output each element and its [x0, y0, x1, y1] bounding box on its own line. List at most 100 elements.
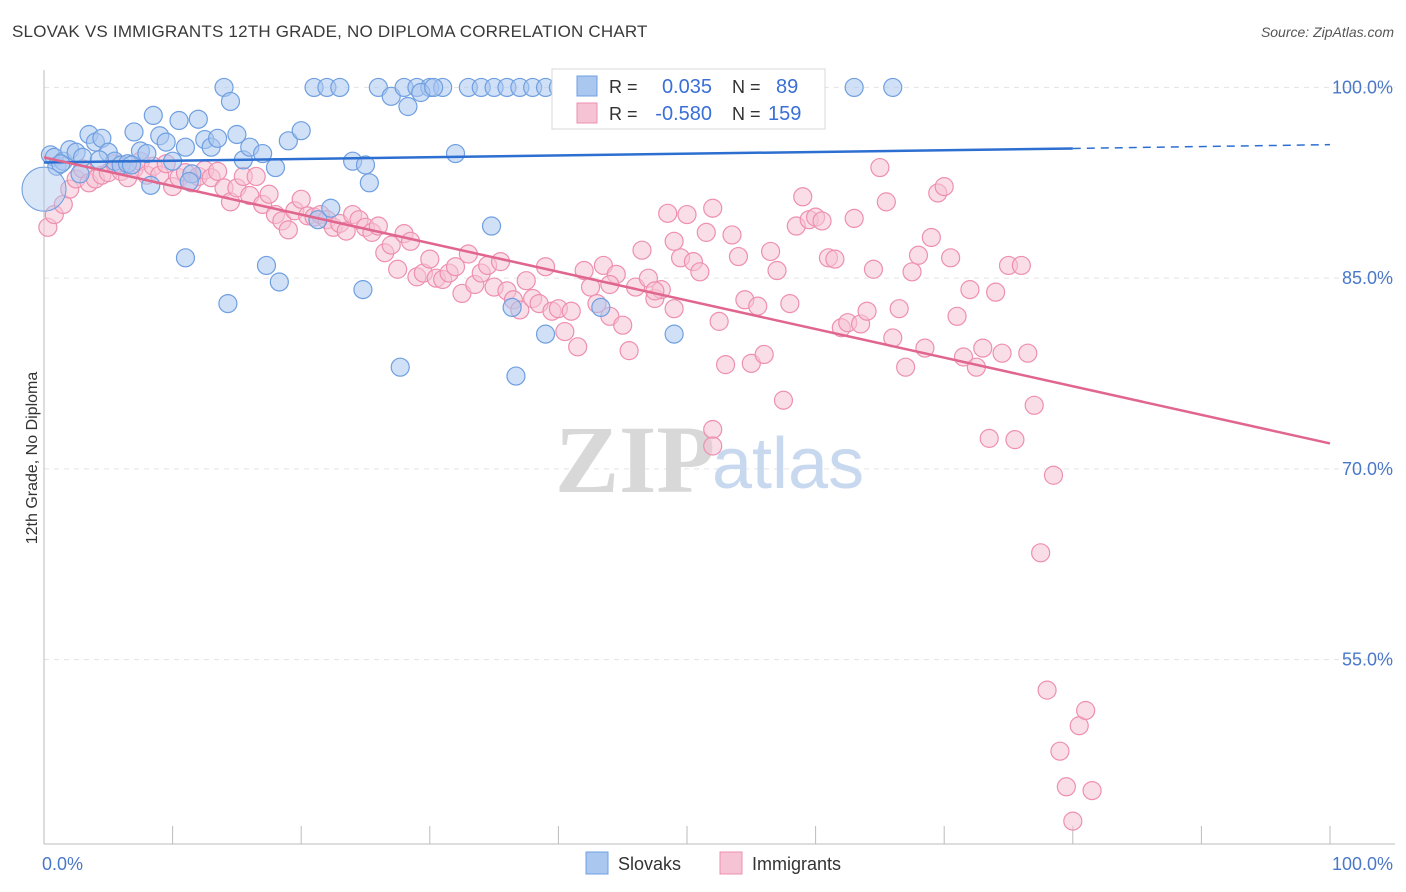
immigrants-point: [696, 222, 716, 242]
immigrants-point: [760, 241, 781, 262]
slovaks-point: [220, 91, 241, 112]
immigrants-point: [1050, 741, 1070, 761]
slovaks-point: [253, 143, 273, 164]
immigrants-point: [677, 204, 697, 225]
immigrants-point: [812, 211, 832, 231]
slovaks-point: [844, 77, 864, 98]
legend-n-label-1: N =: [732, 77, 761, 97]
immigrants-point: [902, 262, 922, 282]
immigrants-point: [555, 321, 575, 342]
immigrants-point: [960, 280, 980, 300]
stats-legend: R = 0.035 N = 89 R = -0.580 N = 159: [551, 68, 826, 130]
immigrants-point: [780, 293, 800, 314]
slovaks-point: [883, 77, 903, 98]
immigrants-point: [658, 203, 678, 223]
slovaks-point: [169, 110, 189, 131]
slovaks-point: [21, 166, 67, 212]
immigrants-point: [516, 271, 536, 291]
y-axis-label: 12th Grade, No Diploma: [24, 372, 41, 545]
immigrants-point: [986, 282, 1006, 302]
slovaks-point: [227, 124, 247, 145]
slovaks-point: [502, 297, 522, 318]
x-tick-label: 100.0%: [1332, 854, 1393, 874]
slovaks-point: [188, 109, 208, 129]
immigrants-point: [844, 208, 864, 228]
immigrants-point: [896, 357, 916, 377]
slovaks-point: [121, 155, 142, 175]
immigrants-point: [1056, 777, 1076, 797]
slovaks-point: [89, 150, 109, 170]
immigrants-trend-line: [43, 156, 1331, 445]
immigrants-point: [889, 299, 909, 319]
immigrants-point: [1082, 780, 1102, 801]
immigrants-point: [992, 343, 1012, 363]
immigrants-point: [870, 157, 890, 178]
immigrants-point: [690, 262, 710, 282]
immigrants-point: [934, 177, 954, 197]
immigrants-point: [561, 301, 581, 321]
immigrants-point: [728, 246, 749, 267]
immigrants-point: [664, 299, 684, 319]
immigrants-point: [709, 311, 729, 331]
immigrants-point: [876, 192, 896, 212]
legend-n-value-2: 159: [768, 103, 801, 125]
immigrants-point: [1018, 343, 1038, 363]
immigrants-point: [863, 259, 884, 279]
immigrants-point: [291, 189, 311, 209]
slovaks-point: [265, 157, 286, 178]
legend-r-value-1: 0.035: [662, 76, 712, 98]
y-tick-labels: 100.0% 85.0% 70.0% 55.0%: [1332, 77, 1393, 669]
immigrants-point: [246, 166, 266, 187]
bottom-legend-swatch-slovaks: [585, 851, 609, 875]
y-tick-label: 85.0%: [1342, 268, 1393, 288]
slovaks-point: [218, 293, 238, 314]
immigrants-point: [793, 187, 813, 207]
source-label: Source: ZipAtlas.com: [1260, 24, 1394, 40]
immigrants-point: [1005, 430, 1025, 450]
immigrants-point: [941, 248, 961, 268]
slovaks-point: [359, 173, 379, 193]
slovaks-point: [291, 121, 311, 141]
immigrants-point: [979, 428, 999, 448]
bottom-legend-slovaks: Slovaks: [618, 854, 681, 874]
immigrants-point: [1011, 255, 1031, 276]
immigrants-point: [568, 337, 588, 357]
immigrants-point: [445, 257, 466, 277]
immigrants-point: [259, 184, 279, 204]
immigrants-point: [857, 301, 877, 321]
trend-lines: [43, 143, 1331, 445]
legend-n-value-1: 89: [776, 76, 798, 98]
slovaks-point: [156, 132, 176, 152]
slovaks-point: [175, 137, 196, 157]
slovaks-point: [445, 143, 466, 164]
bottom-legend-immigrants: Immigrants: [752, 854, 841, 874]
immigrants-point: [1024, 395, 1044, 415]
watermark-atlas: atlas: [712, 424, 864, 504]
slovaks-point: [398, 96, 418, 117]
immigrants-point: [722, 225, 742, 245]
immigrants-point: [613, 315, 633, 335]
legend-r-label-1: R =: [609, 77, 638, 97]
slovaks-point: [664, 324, 684, 344]
watermark: ZIP atlas: [555, 406, 864, 513]
slovaks-point: [278, 131, 298, 151]
slovaks-point: [591, 297, 611, 318]
slovaks-point: [269, 272, 289, 292]
immigrants-point: [715, 355, 736, 375]
immigrants-point: [632, 240, 652, 260]
slovaks-point: [535, 324, 556, 344]
immigrants-point: [748, 296, 768, 316]
immigrants-point: [767, 260, 787, 281]
slovaks-point: [124, 122, 144, 142]
series-legend: Slovaks Immigrants: [585, 851, 841, 875]
legend-n-label-2: N =: [732, 104, 761, 124]
legend-swatch-slovaks: [576, 75, 598, 97]
immigrants-point: [1063, 811, 1083, 831]
slovaks-point: [175, 248, 196, 268]
slovaks-point: [506, 366, 526, 386]
immigrants-point: [278, 220, 298, 240]
immigrants-point: [664, 231, 684, 251]
slovaks-point: [143, 105, 163, 126]
immigrants-point: [921, 227, 941, 248]
